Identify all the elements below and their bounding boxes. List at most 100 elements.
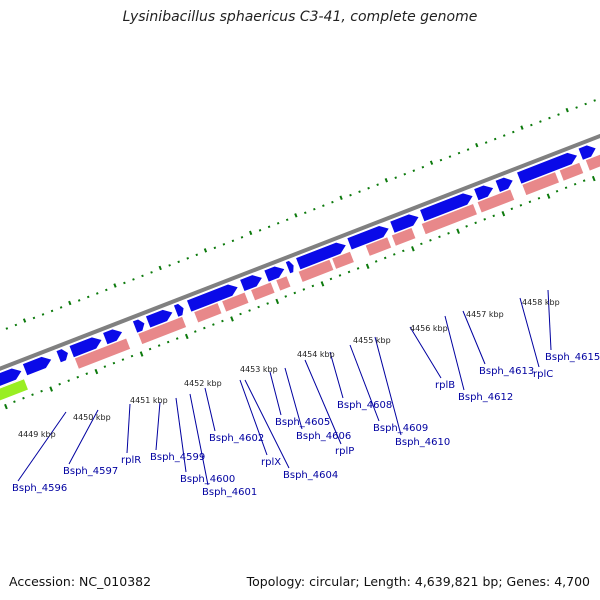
inner-tick [221, 319, 224, 323]
outer-tick [59, 306, 63, 309]
inner-tick [456, 228, 460, 234]
inner-tick [266, 302, 269, 305]
gene-label: Bsph_4613 [479, 366, 534, 377]
outer-tick [5, 327, 9, 330]
outer-tick [593, 99, 596, 102]
scale-label: 4455 kbp [353, 336, 391, 345]
gene-label: Bsph_4605 [275, 417, 330, 428]
inner-tick [492, 214, 496, 218]
outer-tick [258, 228, 262, 232]
leader-line [239, 379, 268, 456]
tick-marks [4, 99, 596, 410]
leader-line [349, 344, 380, 422]
scale-label: 4457 kbp [466, 310, 504, 319]
leader-line [269, 371, 282, 416]
outer-tick [367, 186, 370, 190]
outer-tick [249, 230, 253, 236]
cds-box [364, 235, 393, 258]
genome-summary: Topology: circular; Length: 4,639,821 bp… [246, 574, 590, 589]
gene-label: Bsph_4615 [545, 352, 600, 363]
outer-tick [448, 155, 452, 158]
leader-line [155, 401, 161, 451]
cds-box [420, 202, 479, 236]
inner-tick [40, 389, 43, 393]
inner-tick [67, 379, 70, 382]
inner-tick [112, 361, 116, 365]
inner-tick [338, 274, 342, 277]
outer-tick [429, 160, 434, 165]
inner-tick [311, 284, 315, 288]
cds-box [136, 315, 188, 346]
genome-backbone [0, 133, 600, 371]
gene-label: Bsph_4608 [337, 400, 392, 411]
inner-tick [465, 225, 468, 228]
inner-tick [157, 344, 161, 347]
outer-tick [530, 123, 533, 127]
inner-tick [58, 382, 61, 386]
scale-label: 4451 kbp [130, 396, 168, 405]
outer-tick [511, 130, 515, 134]
inner-tick [121, 358, 125, 361]
outer-tick [539, 120, 542, 123]
leader-line [126, 403, 131, 454]
inner-tick [139, 351, 144, 357]
leader-line [409, 326, 442, 379]
map-title: Lysinibacillus sphaericus C3-41, complet… [122, 9, 478, 25]
cds-box [558, 161, 585, 182]
gene-label: rplX [261, 457, 281, 468]
outer-tick [158, 265, 162, 271]
gene-arrow [285, 260, 294, 274]
inner-tick [293, 291, 297, 295]
inner-tick [85, 372, 89, 375]
gene-label: Bsph_4599 [150, 452, 205, 463]
gene-label: rplP [335, 446, 354, 457]
leader-line [462, 310, 486, 365]
outer-tick [412, 169, 416, 172]
outer-tick [285, 218, 289, 222]
inner-tick [76, 375, 80, 379]
inner-tick [31, 393, 34, 396]
inner-tick [564, 186, 568, 190]
inner-tick [519, 203, 523, 207]
inner-tick [203, 326, 206, 330]
outer-tick [14, 323, 18, 327]
inner-tick [239, 312, 242, 316]
outer-tick [86, 295, 90, 299]
inner-tick [591, 175, 596, 182]
gene-label: Bsph_4610 [395, 437, 450, 448]
inner-tick [383, 256, 387, 260]
inner-tick [392, 253, 396, 256]
inner-tick [474, 221, 477, 225]
outer-tick [394, 176, 398, 179]
outer-tick [439, 158, 443, 162]
outer-tick [575, 106, 578, 109]
gene-label: Bsph_4600 [180, 474, 235, 485]
accession-text: Accession: NC_010382 [9, 574, 152, 589]
outer-tick [322, 204, 325, 208]
gene-arrow [173, 303, 184, 317]
outer-tick [105, 288, 108, 292]
inner-tick [248, 309, 251, 312]
cds-box [297, 258, 335, 284]
inner-tick [230, 316, 234, 322]
gene-arrow [578, 145, 596, 160]
outer-tick [203, 248, 208, 253]
outer-tick [240, 236, 244, 239]
cds-box [73, 337, 132, 370]
inner-tick [347, 270, 351, 274]
backbone-line [0, 133, 600, 371]
outer-tick [213, 246, 217, 250]
outer-tick [484, 141, 488, 144]
gene-label: Bsph_4597 [63, 466, 118, 477]
inner-tick [284, 295, 288, 298]
inner-tick [483, 218, 486, 221]
gene-arrow [495, 177, 513, 192]
inner-tick [22, 396, 25, 400]
outer-tick [331, 200, 334, 204]
leader-line [329, 351, 344, 399]
leader-line [304, 359, 342, 445]
outer-tick [584, 102, 587, 106]
inner-tick [411, 246, 415, 252]
outer-tick [339, 195, 343, 201]
